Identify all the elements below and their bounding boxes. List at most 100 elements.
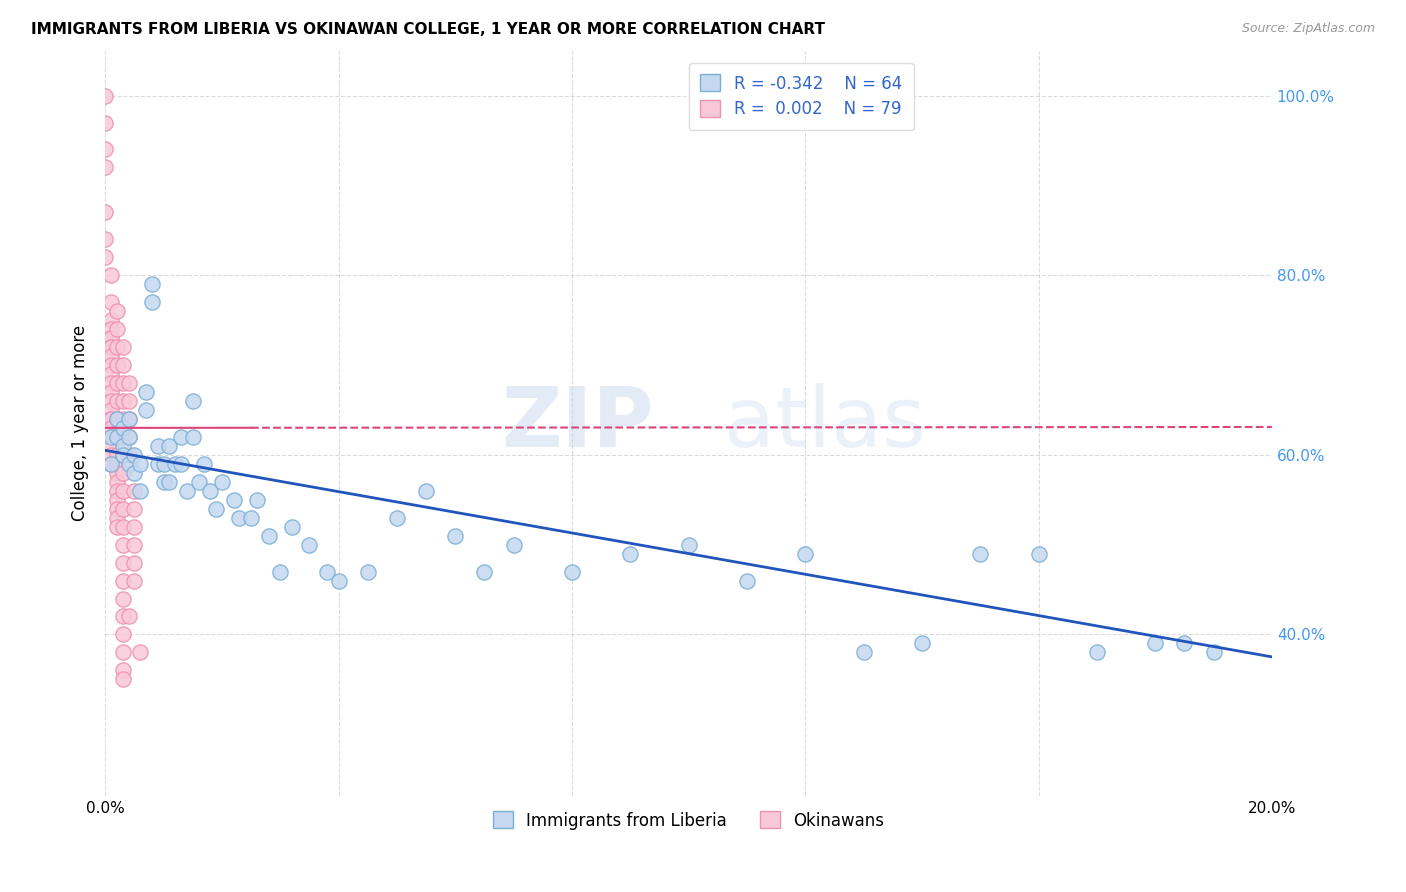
Point [141, 295, 163, 310]
Point [105, 501, 128, 516]
Point [357, 565, 380, 579]
Point [111, 556, 134, 570]
Point [1085, 645, 1108, 659]
Point [135, 403, 157, 417]
Point [187, 475, 209, 489]
Point [222, 492, 245, 507]
Point [100, 421, 122, 435]
Point [100, 457, 122, 471]
Point [100, 384, 122, 399]
Point [619, 547, 641, 561]
Point [111, 340, 134, 354]
Point [94, 250, 117, 264]
Point [502, 538, 524, 552]
Point [152, 457, 174, 471]
Point [246, 492, 269, 507]
Point [205, 501, 228, 516]
Point [111, 439, 134, 453]
Point [100, 439, 122, 453]
Point [181, 430, 204, 444]
Point [111, 358, 134, 372]
Point [100, 367, 122, 381]
Point [100, 376, 122, 390]
Point [385, 510, 408, 524]
Point [100, 412, 122, 426]
Point [1173, 636, 1195, 650]
Point [1028, 547, 1050, 561]
Point [105, 340, 128, 354]
Point [129, 457, 152, 471]
Point [100, 331, 122, 345]
Point [94, 205, 117, 219]
Point [117, 393, 139, 408]
Point [561, 565, 583, 579]
Text: ZIP: ZIP [501, 383, 654, 464]
Point [105, 358, 128, 372]
Point [117, 448, 139, 462]
Point [170, 457, 193, 471]
Point [124, 574, 146, 588]
Point [111, 421, 134, 435]
Point [124, 483, 146, 498]
Point [105, 412, 128, 426]
Point [111, 591, 134, 606]
Point [735, 574, 758, 588]
Point [111, 376, 134, 390]
Point [105, 322, 128, 336]
Point [211, 475, 233, 489]
Point [94, 115, 117, 129]
Point [193, 457, 215, 471]
Point [94, 88, 117, 103]
Point [100, 340, 122, 354]
Point [298, 538, 321, 552]
Point [111, 412, 134, 426]
Point [794, 547, 817, 561]
Point [1144, 636, 1167, 650]
Point [111, 538, 134, 552]
Point [111, 430, 134, 444]
Point [94, 161, 117, 175]
Point [444, 528, 467, 542]
Point [117, 430, 139, 444]
Point [100, 268, 122, 283]
Point [100, 412, 122, 426]
Point [228, 510, 250, 524]
Point [181, 393, 204, 408]
Point [100, 393, 122, 408]
Point [170, 430, 193, 444]
Point [157, 439, 180, 453]
Point [105, 412, 128, 426]
Point [100, 448, 122, 462]
Point [152, 475, 174, 489]
Point [257, 528, 280, 542]
Point [100, 358, 122, 372]
Point [105, 483, 128, 498]
Point [105, 510, 128, 524]
Point [124, 448, 146, 462]
Point [105, 393, 128, 408]
Point [105, 430, 128, 444]
Point [117, 430, 139, 444]
Point [100, 322, 122, 336]
Y-axis label: College, 1 year or more: College, 1 year or more [72, 326, 89, 522]
Point [105, 376, 128, 390]
Point [146, 457, 169, 471]
Text: atlas: atlas [724, 383, 925, 464]
Point [111, 609, 134, 624]
Point [111, 448, 134, 462]
Point [100, 340, 122, 354]
Point [100, 430, 122, 444]
Point [969, 547, 991, 561]
Point [141, 277, 163, 292]
Point [94, 143, 117, 157]
Point [111, 466, 134, 480]
Point [135, 384, 157, 399]
Point [124, 466, 146, 480]
Point [100, 457, 122, 471]
Point [124, 538, 146, 552]
Point [111, 627, 134, 641]
Point [157, 475, 180, 489]
Point [165, 457, 187, 471]
Point [146, 439, 169, 453]
Point [105, 430, 128, 444]
